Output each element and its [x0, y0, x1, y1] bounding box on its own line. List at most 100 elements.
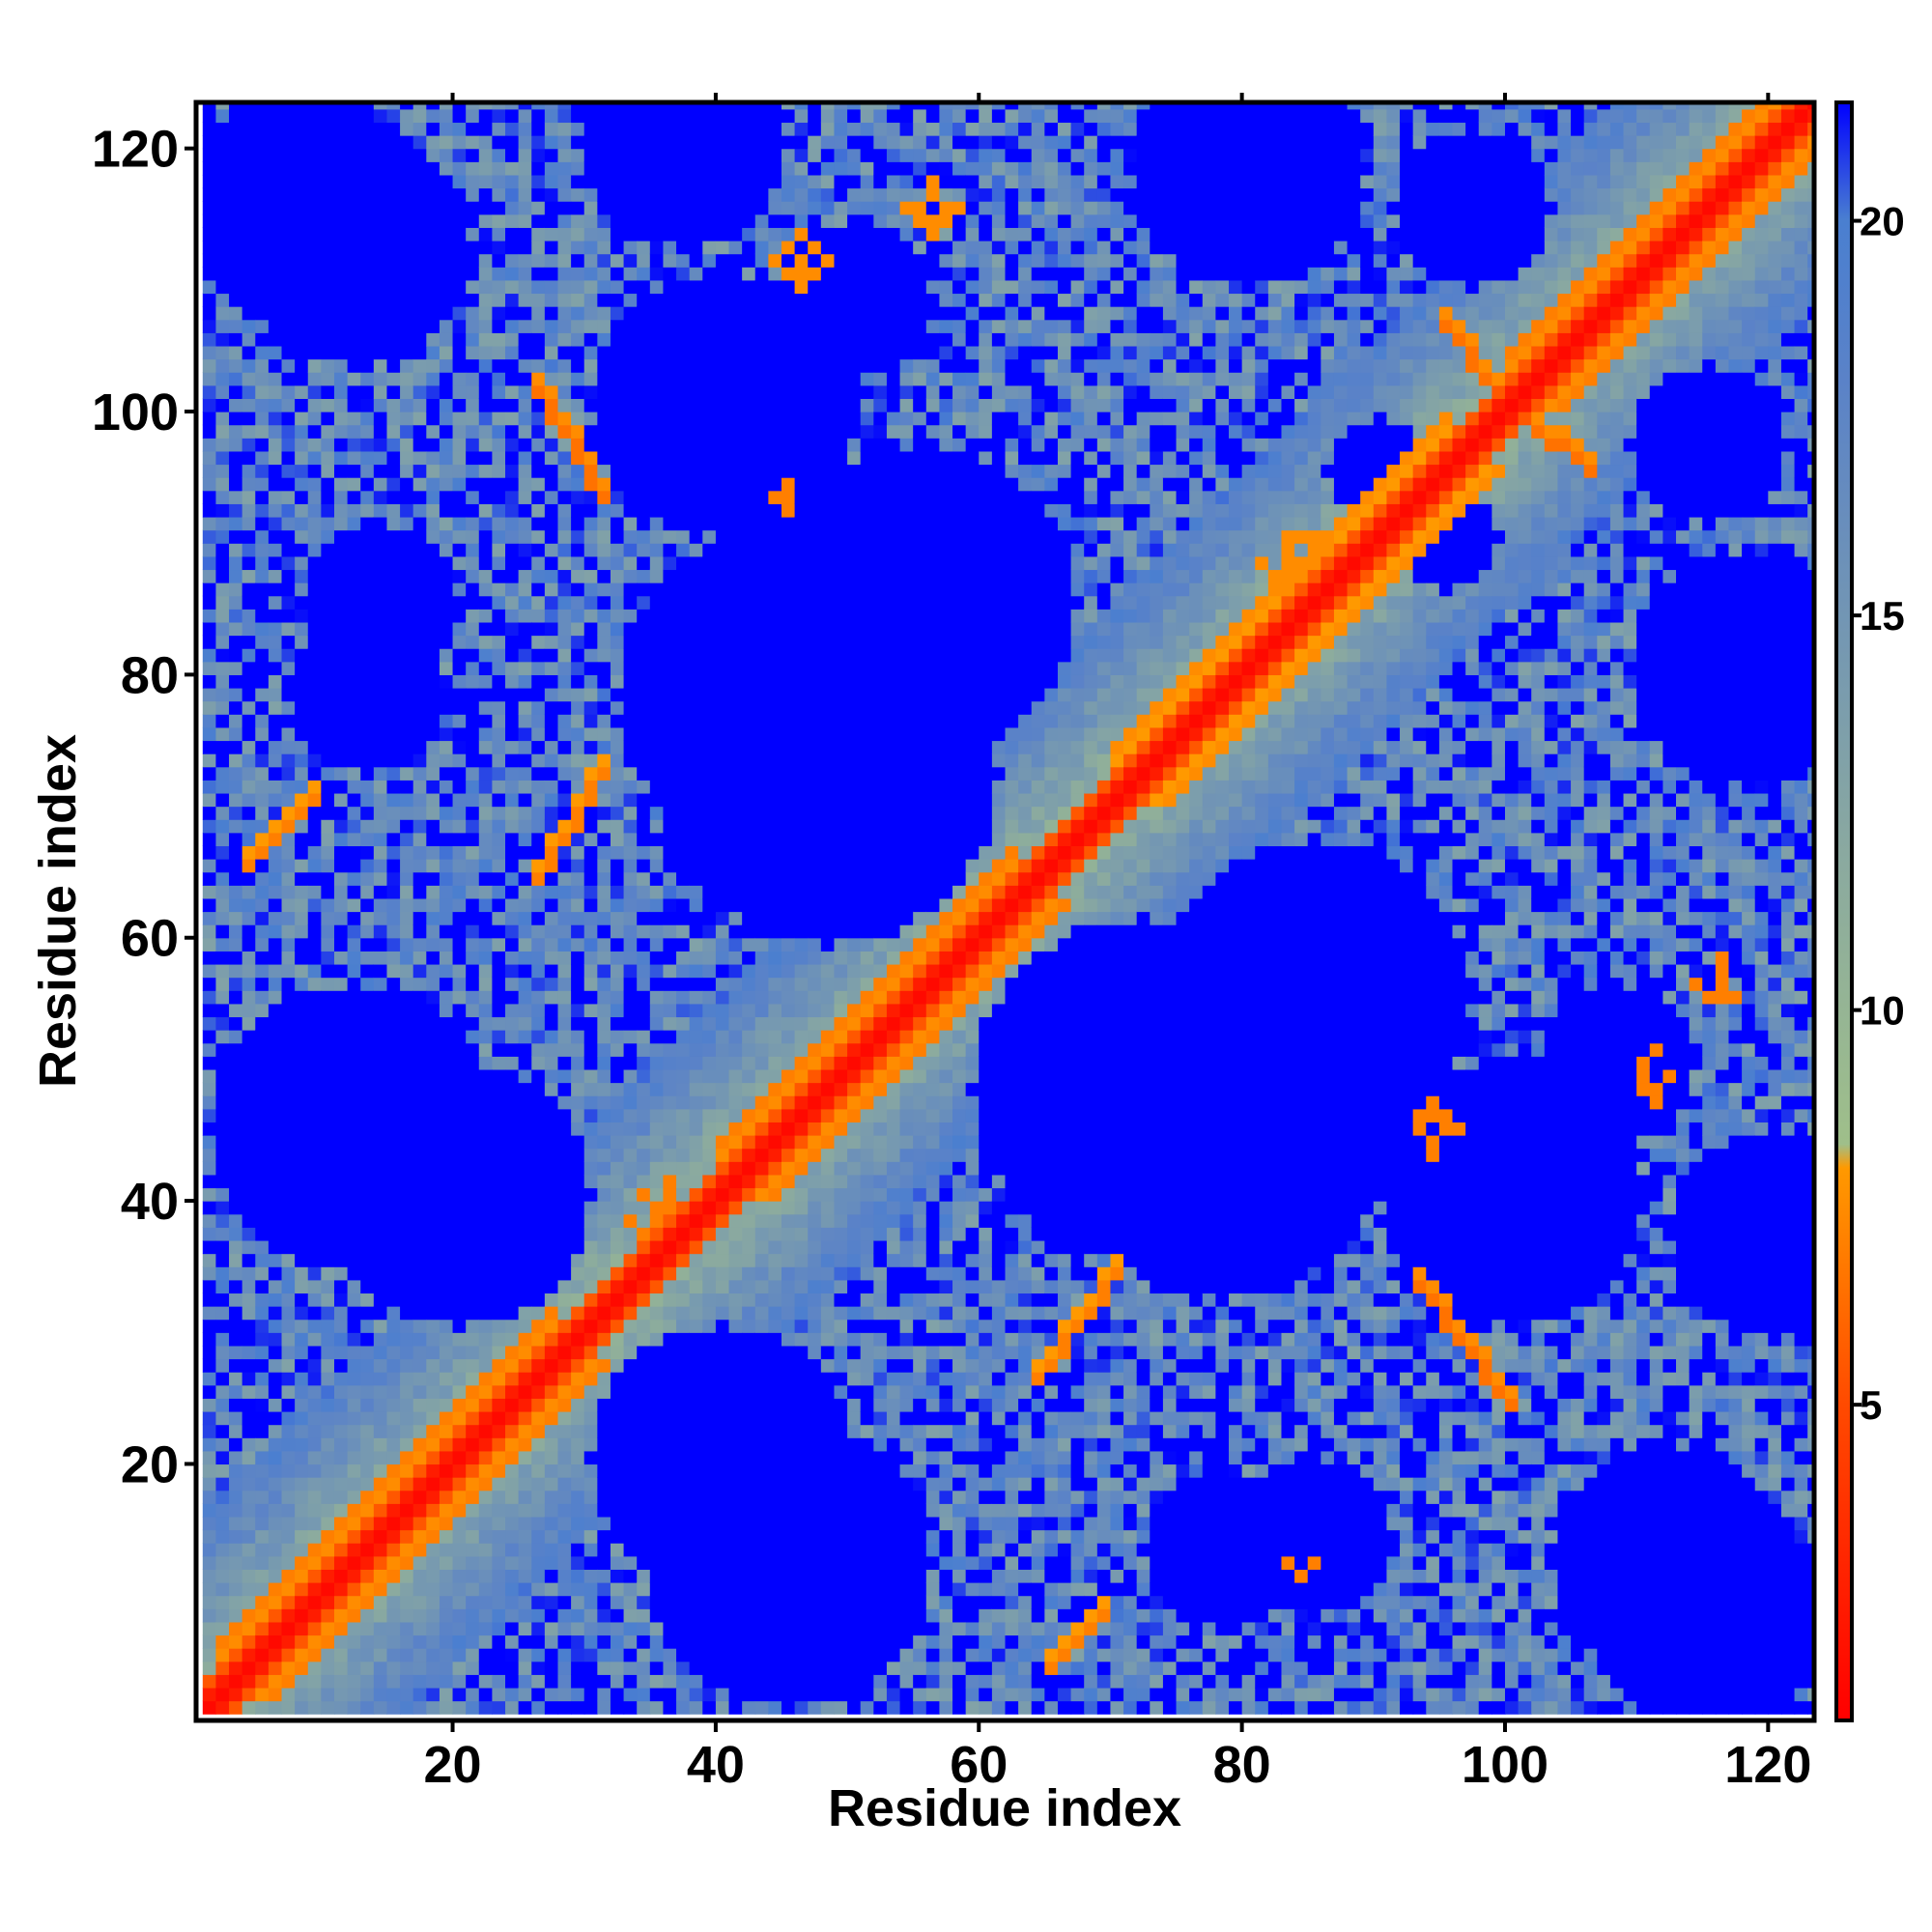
heatmap-cell [478, 384, 493, 399]
heatmap-cell [400, 792, 414, 808]
heatmap-cell [321, 1319, 335, 1333]
heatmap-cell [373, 1016, 388, 1031]
heatmap-cell [466, 201, 480, 215]
heatmap-cell [676, 1700, 691, 1715]
heatmap-cell [360, 306, 375, 321]
heatmap-cell [386, 1293, 401, 1307]
heatmap-cell [426, 1490, 440, 1504]
heatmap-cell [295, 174, 309, 189]
heatmap-cell [333, 885, 349, 899]
heatmap-cell [281, 490, 296, 504]
heatmap-cell [360, 1634, 375, 1649]
heatmap-cell [544, 871, 559, 886]
heatmap-cell [544, 1108, 559, 1122]
heatmap-cell [360, 1095, 375, 1110]
heatmap-cell [505, 766, 520, 781]
heatmap-cell [373, 1293, 388, 1307]
heatmap-cell [255, 1042, 270, 1057]
heatmap-cell [412, 1122, 427, 1136]
heatmap-cell [583, 148, 598, 162]
heatmap-cell [571, 1279, 585, 1294]
heatmap-cell [571, 1227, 585, 1241]
heatmap-cell [321, 1345, 335, 1360]
heatmap-cell [531, 1030, 546, 1044]
heatmap-cell [505, 1410, 520, 1426]
heatmap-cell [229, 1543, 243, 1557]
heatmap-cell [268, 753, 283, 768]
heatmap-cell [583, 1003, 598, 1018]
heatmap-cell [255, 1450, 270, 1465]
heatmap-cell [360, 438, 375, 452]
heatmap-cell [676, 648, 691, 663]
heatmap-cell [571, 358, 585, 373]
heatmap-cell [557, 201, 572, 215]
heatmap-cell [637, 372, 651, 386]
heatmap-cell [426, 1227, 440, 1241]
heatmap-cell [544, 1595, 559, 1609]
heatmap-cell [360, 1345, 375, 1360]
heatmap-cell [649, 740, 665, 754]
heatmap-cell [321, 753, 335, 768]
heatmap-cell [295, 871, 309, 886]
heatmap-cell [728, 1174, 743, 1189]
heatmap-cell [439, 1503, 454, 1518]
heatmap-cell [597, 1239, 611, 1255]
heatmap-cell [255, 1621, 270, 1636]
heatmap-cell [281, 1332, 296, 1347]
heatmap-cell [571, 438, 585, 452]
heatmap-cell [676, 897, 691, 913]
heatmap-cell [295, 897, 309, 913]
heatmap-cell [412, 1358, 427, 1373]
heatmap-cell [505, 753, 520, 768]
heatmap-cell [531, 279, 546, 295]
heatmap-cell [202, 372, 217, 386]
heatmap-cell [373, 648, 388, 663]
heatmap-cell [649, 293, 665, 307]
heatmap-cell [466, 700, 480, 715]
heatmap-cell [452, 161, 467, 176]
heatmap-cell [360, 661, 375, 675]
heatmap-cell [242, 358, 256, 373]
heatmap-cell [215, 174, 230, 189]
heatmap-cell [531, 1595, 546, 1609]
heatmap-cell [295, 201, 309, 215]
heatmap-cell [268, 1410, 283, 1426]
heatmap-cell [202, 1555, 217, 1570]
heatmap-cell [557, 726, 572, 742]
heatmap-cell [281, 963, 296, 979]
heatmap-cell [492, 1213, 506, 1228]
heatmap-cell [610, 595, 625, 610]
heatmap-cell [333, 963, 349, 979]
heatmap-cell [557, 1410, 572, 1426]
heatmap-cell [412, 358, 427, 373]
heatmap-cell [623, 1042, 638, 1057]
heatmap-cell [452, 1424, 467, 1438]
heatmap-cell [557, 859, 572, 873]
heatmap-cell [531, 714, 546, 728]
heatmap-cell [373, 450, 388, 466]
heatmap-cell [255, 1056, 270, 1070]
heatmap-cell [663, 1201, 677, 1215]
heatmap-cell [610, 753, 625, 768]
heatmap-cell [439, 464, 454, 478]
heatmap-cell [333, 990, 349, 1005]
heatmap-cell [439, 1543, 454, 1557]
heatmap-cell [229, 1569, 243, 1583]
heatmap-cell [518, 372, 532, 386]
heatmap-cell [439, 384, 454, 399]
heatmap-cell [412, 213, 427, 228]
heatmap-cell [492, 635, 506, 649]
heatmap-cell [478, 977, 493, 991]
heatmap-cell [400, 293, 414, 307]
heatmap-cell [426, 819, 440, 834]
heatmap-cell [597, 1332, 611, 1347]
heatmap-cell [281, 1095, 296, 1110]
heatmap-cell [202, 187, 217, 202]
heatmap-cell [321, 792, 335, 808]
heatmap-cell [333, 253, 349, 268]
heatmap-cell [571, 1463, 585, 1478]
heatmap-cell [557, 1227, 572, 1241]
heatmap-cell [295, 345, 309, 360]
heatmap-cell [202, 345, 217, 360]
heatmap-cell [215, 753, 230, 768]
